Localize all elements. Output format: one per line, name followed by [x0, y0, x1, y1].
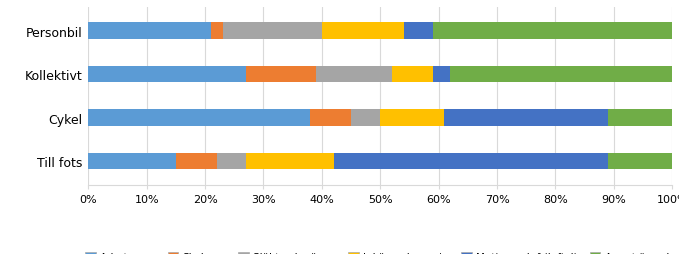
- Bar: [450, 67, 672, 83]
- Bar: [88, 153, 176, 170]
- Bar: [246, 67, 316, 83]
- Bar: [333, 153, 608, 170]
- Bar: [246, 153, 333, 170]
- Bar: [217, 153, 246, 170]
- Bar: [316, 67, 392, 83]
- Bar: [445, 110, 608, 126]
- Bar: [310, 110, 351, 126]
- Bar: [392, 67, 433, 83]
- Bar: [380, 110, 445, 126]
- Bar: [351, 110, 380, 126]
- Bar: [403, 23, 433, 40]
- Bar: [322, 23, 403, 40]
- Bar: [433, 67, 450, 83]
- Bar: [88, 110, 310, 126]
- Bar: [608, 110, 672, 126]
- Bar: [433, 23, 672, 40]
- Bar: [223, 23, 322, 40]
- Legend: Arbetsresor, Skolresor, Släkt och vänner, Inköp och service, Motion och frilufts: Arbetsresor, Skolresor, Släkt och vänner…: [81, 247, 679, 254]
- Bar: [88, 23, 211, 40]
- Bar: [211, 23, 223, 40]
- Bar: [176, 153, 217, 170]
- Bar: [88, 67, 246, 83]
- Bar: [608, 153, 672, 170]
